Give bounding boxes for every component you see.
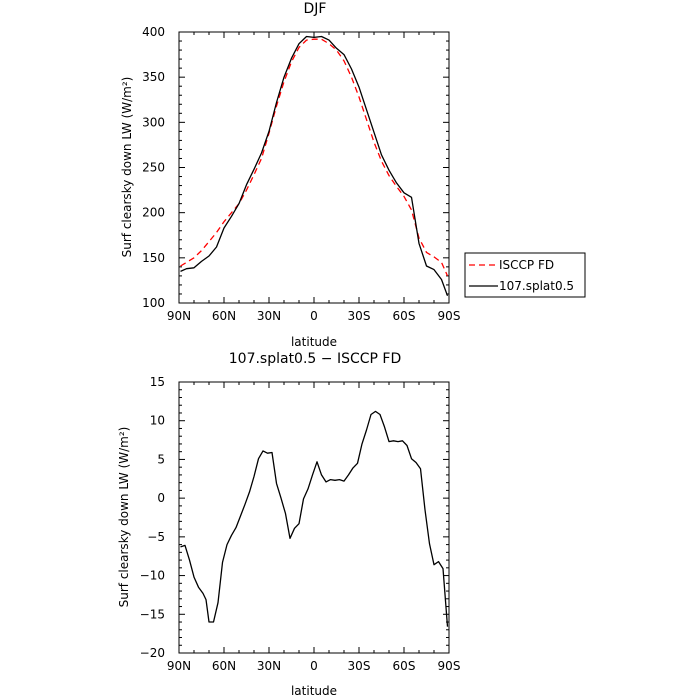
chart-djf: DJF 90N 60N 30N 0 30S 60S 90S 100 150 200 250 300 3… bbox=[120, 1, 586, 349]
plot-frame bbox=[178, 381, 450, 654]
series-line-1 bbox=[180, 35, 449, 297]
x-tick-label: 30S bbox=[348, 659, 371, 673]
y-tick-label: 400 bbox=[142, 25, 165, 39]
series-line-0 bbox=[180, 410, 449, 627]
y-tick-labels: 100 150 200 250 300 350 400 bbox=[142, 25, 165, 310]
x-tick-label: 60N bbox=[212, 659, 236, 673]
y-tick-label: 250 bbox=[142, 161, 165, 175]
y-tick-label: 150 bbox=[142, 251, 165, 265]
x-tick-labels: 90N 60N 30N 0 30S 60S 90S bbox=[167, 309, 461, 323]
y-tick-label: 15 bbox=[150, 375, 165, 389]
x-tick-label: 90N bbox=[167, 309, 191, 323]
legend-label-model: 107.splat0.5 bbox=[499, 279, 574, 293]
x-tick-label: 30S bbox=[348, 309, 371, 323]
y-tick-labels: −20 −15 −10 −5 0 5 10 15 bbox=[140, 375, 165, 660]
legend-box bbox=[464, 252, 586, 298]
legend-label-isccp: ISCCP FD bbox=[499, 258, 554, 272]
plot-frame bbox=[178, 31, 450, 304]
x-tick-label: 90S bbox=[438, 309, 461, 323]
x-axis-label: latitude bbox=[291, 335, 337, 349]
chart-title: 107.splat0.5 − ISCCP FD bbox=[229, 351, 402, 367]
y-tick-label: −10 bbox=[140, 569, 165, 583]
y-tick-label: −5 bbox=[147, 530, 165, 544]
y-tick-label: 10 bbox=[150, 414, 165, 428]
y-tick-label: 100 bbox=[142, 296, 165, 310]
x-tick-label: 90N bbox=[167, 659, 191, 673]
axis-ticks bbox=[178, 31, 450, 304]
y-axis-label: Surf clearsky down LW (W/m²) bbox=[117, 427, 131, 608]
x-tick-labels: 90N 60N 30N 0 30S 60S 90S bbox=[167, 659, 461, 673]
x-tick-label: 60S bbox=[393, 659, 416, 673]
series-lines bbox=[180, 35, 449, 297]
y-tick-label: −20 bbox=[140, 646, 165, 660]
x-tick-label: 60S bbox=[393, 309, 416, 323]
x-tick-label: 90S bbox=[438, 659, 461, 673]
x-tick-label: 30N bbox=[257, 309, 281, 323]
x-axis-label: latitude bbox=[291, 684, 337, 698]
y-tick-label: −15 bbox=[140, 607, 165, 621]
x-tick-label: 0 bbox=[310, 659, 318, 673]
series-lines bbox=[180, 410, 449, 627]
y-axis-label: Surf clearsky down LW (W/m²) bbox=[120, 77, 134, 258]
y-tick-label: 350 bbox=[142, 70, 165, 84]
y-tick-label: 5 bbox=[157, 452, 165, 466]
y-tick-label: 200 bbox=[142, 206, 165, 220]
axis-ticks bbox=[178, 381, 450, 654]
x-tick-label: 30N bbox=[257, 659, 281, 673]
chart-title: DJF bbox=[304, 1, 327, 17]
x-tick-label: 0 bbox=[310, 309, 318, 323]
legend: ISCCP FD 107.splat0.5 bbox=[464, 252, 586, 298]
chart-difference: 107.splat0.5 − ISCCP FD 90N 60N 30N 0 30S 60S… bbox=[117, 351, 460, 698]
y-tick-label: 300 bbox=[142, 115, 165, 129]
x-tick-label: 60N bbox=[212, 309, 236, 323]
series-line-0 bbox=[180, 38, 449, 277]
y-tick-label: 0 bbox=[157, 491, 165, 505]
